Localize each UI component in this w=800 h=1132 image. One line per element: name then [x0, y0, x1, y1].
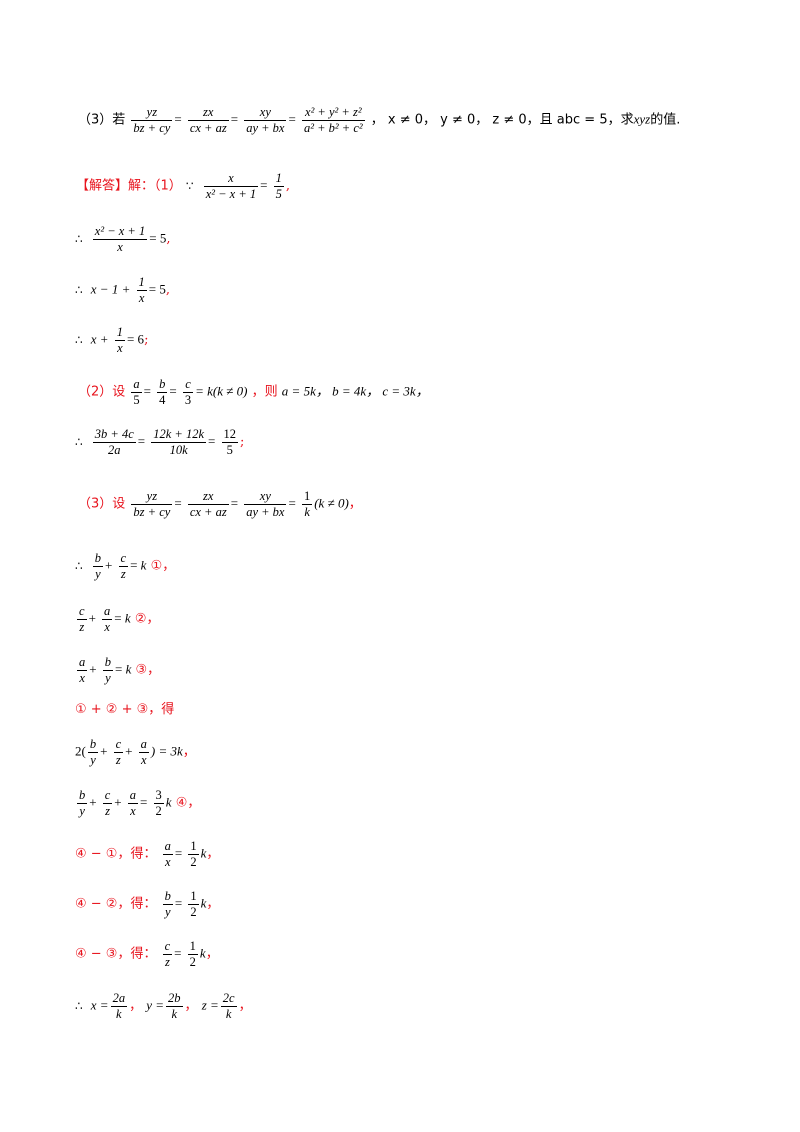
final-line: ∴ x = 2a k， y = 2b k， z = 2c k，	[75, 991, 252, 1021]
step-1: ∴ x² − x + 1 x = 5,	[75, 224, 171, 254]
eq-3: a x + b y = k ③，	[77, 655, 161, 685]
q3-condition: （3）若 yz bz + cy = zx cx + az = xy ay + bx = x²…	[78, 105, 681, 135]
ans1-frac: x x² − x + 1	[203, 171, 259, 201]
sum-eq: 2(b y + c z + a x) = 3k，	[75, 737, 196, 767]
diff-1: ④ − ①，得： a x = 1 2 k，	[75, 839, 220, 869]
q3-tail: 的值.	[650, 112, 681, 128]
diff-3: ④ − ③，得： c z = 1 2 k，	[75, 939, 219, 969]
step-2: ∴ x − 1 + 1 x = 5,	[75, 275, 170, 305]
answer-2: （2）设 a 5 = b 4 = c 3 = k(k ≠ 0) ，则 a = 5k， b =…	[78, 377, 429, 407]
q3-frac-3: xy ay + bx	[244, 105, 287, 135]
q3-prefix: （3）若	[78, 112, 126, 128]
sum-line: ① + ② + ③，得	[75, 702, 175, 717]
diff-2: ④ − ②，得： b y = 1 2 k，	[75, 889, 220, 919]
step-3: ∴ x + 1 x = 6;	[75, 325, 149, 355]
q3-xyz: xyz	[633, 111, 651, 127]
eq-2: c z + a x = k ②，	[77, 604, 160, 634]
eq-1: ∴ b y + c z = k ①，	[75, 551, 176, 581]
answer-label: 【解答】解：（1）	[76, 178, 182, 194]
answer-2-result: ∴ 3b + 4c 2a = 12k + 12k 10k = 12 5;	[75, 427, 245, 457]
q3-conditions: ， x ≠ 0， y ≠ 0， z ≠ 0，且 abc = 5，求	[370, 112, 634, 128]
q3-frac-4: x² + y² + z² a² + b² + c²	[301, 105, 365, 135]
q3-frac-2: zx cx + az	[187, 105, 229, 135]
q3-frac-1: yz bz + cy	[131, 105, 173, 135]
